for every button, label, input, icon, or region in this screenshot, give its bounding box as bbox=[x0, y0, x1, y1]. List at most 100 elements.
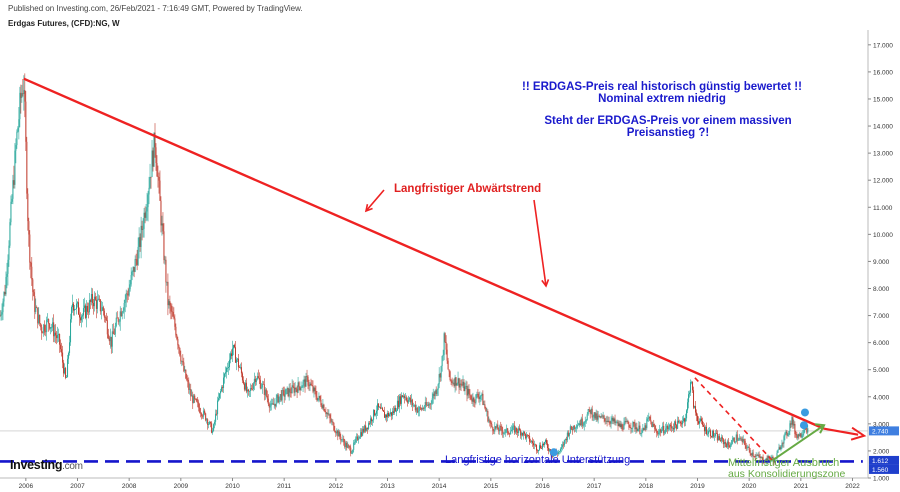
candle-body bbox=[89, 300, 91, 302]
long-term-downtrend-line bbox=[23, 77, 825, 430]
candle-body bbox=[604, 418, 606, 422]
candle-body bbox=[110, 336, 112, 347]
candle-body bbox=[88, 300, 90, 313]
candle-body bbox=[496, 424, 498, 428]
candle-body bbox=[511, 429, 513, 432]
candle-body bbox=[576, 425, 578, 428]
candle-body bbox=[525, 433, 527, 439]
candle-body bbox=[223, 377, 225, 388]
support-badge-1-bg bbox=[869, 455, 899, 465]
candle-body bbox=[516, 427, 518, 432]
candle-body bbox=[766, 458, 768, 462]
candle-body bbox=[654, 425, 656, 430]
candle-body bbox=[208, 423, 210, 425]
candle-body bbox=[383, 410, 385, 412]
candle-body bbox=[362, 428, 364, 436]
candle-body bbox=[734, 441, 736, 443]
candle-body bbox=[16, 131, 18, 146]
candle-body bbox=[505, 429, 507, 433]
candle-body bbox=[709, 430, 711, 437]
candle-body bbox=[609, 422, 611, 424]
candle-body bbox=[256, 376, 258, 380]
candle-body bbox=[480, 395, 482, 397]
candle-body bbox=[183, 362, 185, 372]
candle-body bbox=[171, 311, 173, 313]
candle-body bbox=[506, 428, 508, 430]
support-label: Langfristige horizontale Unterstützung bbox=[445, 454, 630, 466]
candle-body bbox=[320, 399, 322, 406]
candle-body bbox=[783, 436, 785, 444]
candle-body bbox=[265, 389, 267, 396]
trend-label-arrow-left bbox=[365, 189, 385, 212]
candle-body bbox=[236, 358, 238, 360]
candle-body bbox=[440, 366, 442, 378]
candle-body bbox=[217, 400, 219, 415]
candle-body bbox=[238, 367, 240, 368]
candle-body bbox=[338, 431, 340, 437]
candle-body bbox=[694, 406, 696, 408]
candle-body bbox=[177, 339, 179, 346]
candle-body bbox=[210, 421, 212, 424]
candle-body bbox=[380, 407, 382, 409]
candle-body bbox=[565, 439, 567, 441]
candle-body bbox=[155, 147, 157, 164]
event-marker-3 bbox=[799, 421, 808, 430]
candle-body bbox=[605, 420, 607, 422]
candle-body bbox=[161, 223, 163, 226]
candle-body bbox=[49, 323, 51, 329]
candle-body bbox=[519, 428, 521, 431]
candle-body bbox=[393, 407, 395, 413]
candle-body bbox=[616, 421, 618, 423]
candle-body bbox=[451, 380, 453, 384]
candle-body bbox=[19, 92, 21, 120]
candle-body bbox=[547, 448, 549, 451]
candle-body bbox=[157, 176, 159, 178]
candle-body bbox=[767, 455, 769, 462]
candle-body bbox=[666, 425, 668, 429]
candle-body bbox=[564, 439, 566, 440]
candle-body bbox=[147, 194, 149, 208]
candle-body bbox=[199, 407, 201, 413]
candle-body bbox=[9, 222, 11, 246]
candle-body bbox=[756, 455, 758, 457]
candle-body bbox=[618, 423, 620, 427]
annotation-layer: !! ERDGAS-Preis real historisch günstig … bbox=[364, 81, 899, 480]
candle-body bbox=[462, 381, 464, 386]
candle-body bbox=[273, 403, 275, 405]
candle-body bbox=[741, 438, 743, 443]
candle-body bbox=[109, 336, 111, 342]
x-tick-label: 2017 bbox=[587, 483, 602, 490]
x-tick-label: 2006 bbox=[19, 483, 34, 490]
candle-body bbox=[532, 441, 534, 444]
candle-body bbox=[3, 291, 5, 302]
x-tick-label: 2018 bbox=[639, 483, 654, 490]
candle-body bbox=[239, 367, 241, 368]
candle-body bbox=[133, 266, 135, 272]
candle-body bbox=[436, 389, 438, 394]
candle-body bbox=[137, 246, 139, 265]
candle-body bbox=[529, 435, 531, 442]
candle-body bbox=[494, 426, 496, 432]
candle-body bbox=[341, 439, 343, 441]
candle-body bbox=[790, 423, 792, 425]
candle-body bbox=[477, 393, 479, 397]
candle-body bbox=[759, 456, 761, 458]
candle-body bbox=[284, 394, 286, 397]
candle-body bbox=[251, 388, 253, 390]
candle-body bbox=[270, 403, 272, 406]
candle-body bbox=[106, 320, 108, 335]
candle-body bbox=[108, 338, 110, 342]
candle-body bbox=[575, 427, 577, 429]
candle-body bbox=[216, 413, 218, 415]
candle-body bbox=[97, 298, 99, 300]
candle-body bbox=[237, 358, 239, 368]
candle-body bbox=[488, 420, 490, 422]
candle-body bbox=[227, 367, 229, 369]
candle-body bbox=[101, 307, 103, 311]
candle-body bbox=[303, 379, 305, 382]
candle-body bbox=[415, 407, 417, 411]
candle-body bbox=[17, 127, 19, 132]
candle-body bbox=[23, 90, 25, 95]
y-tick-label: 4.000 bbox=[873, 394, 890, 401]
